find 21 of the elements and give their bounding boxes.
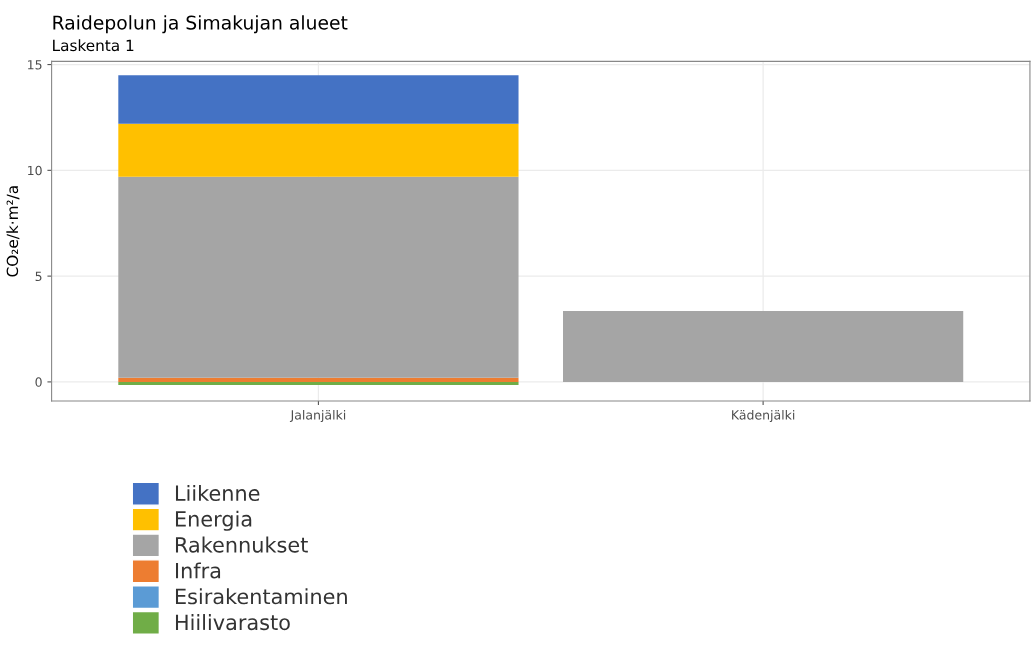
bar (118, 75, 519, 124)
bar (118, 123, 519, 177)
x-tick-label: Kädenjälki (732, 409, 795, 423)
y-tick-label: 0 (35, 377, 42, 387)
legend-label: Liikenne (175, 484, 260, 501)
chart-title: Raidepolun ja Simakujan alueet (53, 15, 348, 34)
legend-label: Hiilivarasto (175, 614, 290, 631)
bar (118, 176, 519, 378)
y-tick-label: 15 (28, 60, 42, 70)
legend-label: Energia (175, 510, 252, 531)
legend-label: Esirakentaminen (175, 588, 347, 605)
y-tick-label: 5 (35, 271, 42, 282)
y-tick-label: 10 (28, 165, 42, 176)
legend-label: Rakennukset (175, 536, 308, 553)
y-axis-title: CO₂e/k·m²/a (6, 186, 20, 277)
bar (118, 377, 519, 382)
bar (118, 381, 519, 386)
x-tick-label: Jalanjälki (289, 409, 346, 423)
bar (563, 311, 964, 382)
chart-subtitle: Laskenta 1 (53, 39, 134, 52)
legend-label: Infra (175, 562, 221, 579)
